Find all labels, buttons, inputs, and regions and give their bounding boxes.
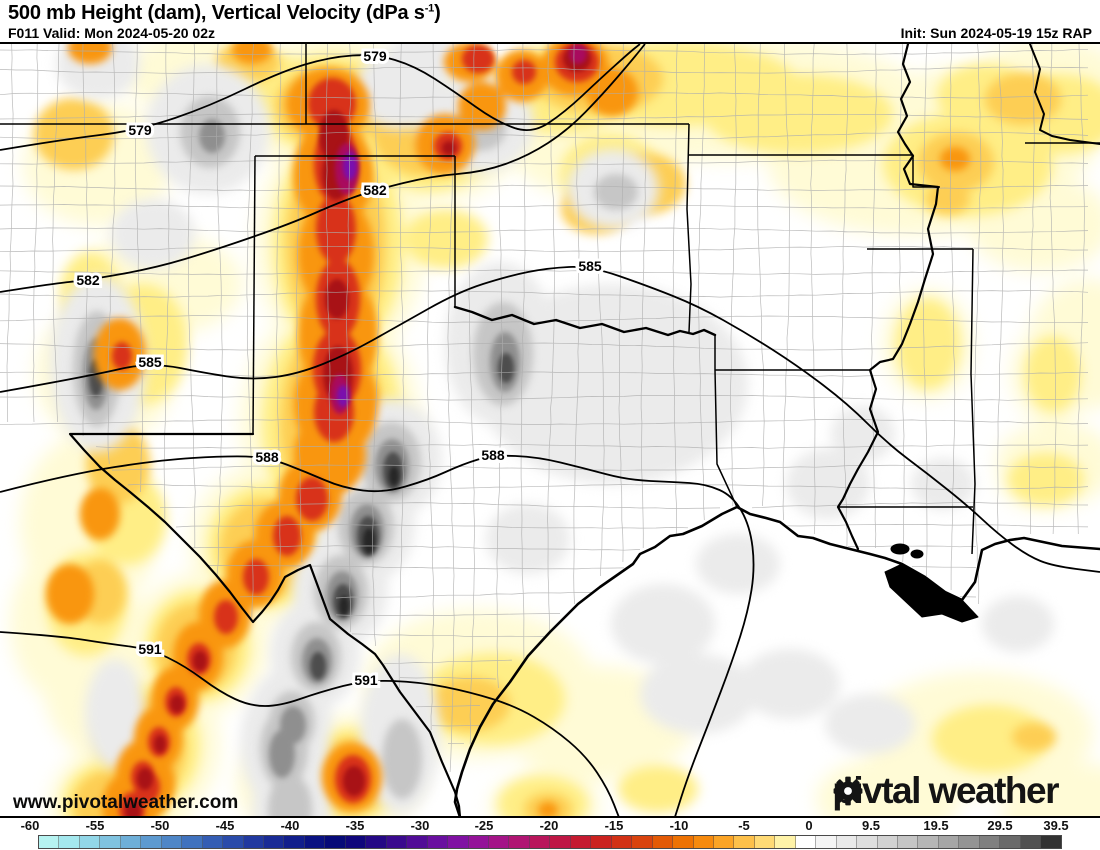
colorbar-cell: [100, 836, 121, 848]
colorbar-cell: [141, 836, 162, 848]
colorbar-cell: [366, 836, 387, 848]
forecast-valid-time: F011 Valid: Mon 2024-05-20 02z: [8, 25, 215, 41]
colorbar-cell: [509, 836, 530, 848]
colorbar-cell: [304, 836, 326, 848]
colorbar-cell: [632, 836, 653, 848]
colorbar-cell: [836, 836, 858, 848]
colorbar-cell: [693, 836, 714, 848]
height-contours: [0, 44, 1100, 816]
page-title: 500 mb Height (dam), Vertical Velocity (…: [8, 2, 441, 24]
colorbar-cell: [877, 836, 899, 848]
colorbar-tick: 39.5: [1043, 818, 1069, 833]
colorbar-tick-labels: -60 -55 -50 -45 -40 -35 -30 -25 -20 -15 -10 -5 0 9.5 1…: [0, 818, 1100, 834]
colorbar-tick: -35: [345, 818, 365, 833]
colorbar-cell: [448, 836, 469, 848]
vv-shading-layer: [337, 152, 357, 407]
colorbar-tick: -20: [539, 818, 559, 833]
colorbar-cell: [816, 836, 837, 848]
colorbar-cell: [713, 836, 735, 848]
colorbar-cell: [488, 836, 510, 848]
colorbar-cell: [407, 836, 428, 848]
colorbar-cell: [529, 836, 551, 848]
colorbar-cell: [570, 836, 592, 848]
colorbar-cell: [386, 836, 408, 848]
colorbar-tick: -25: [474, 818, 494, 833]
colorbar-tick: -30: [410, 818, 430, 833]
contour-label: 579: [363, 48, 387, 64]
colorbar-cell: [959, 836, 980, 848]
contour-label: 591: [354, 672, 378, 688]
colorbar-cell: [754, 836, 776, 848]
colorbar-tick: 29.5: [987, 818, 1013, 833]
colorbar-tick: 0: [805, 818, 813, 833]
colorbar-tick: -15: [604, 818, 624, 833]
colorbar-cell: [938, 836, 960, 848]
colorbar-cell: [795, 836, 817, 848]
colorbar-cell: [918, 836, 939, 848]
gear-icon: [833, 776, 863, 806]
colorbar-tick: -50: [150, 818, 170, 833]
colorbar-cell: [1000, 836, 1021, 848]
colorbar-tick: -55: [85, 818, 105, 833]
colorbar-cell: [468, 836, 489, 848]
colorbar-cell: [857, 836, 878, 848]
contour-label: 582: [76, 272, 100, 288]
colorbar: [38, 835, 1062, 849]
colorbar-tick: 9.5: [861, 818, 881, 833]
contour-label: 591: [138, 641, 162, 657]
contour-label: 585: [138, 354, 162, 370]
colorbar-cell: [550, 836, 571, 848]
colorbar-cell: [182, 836, 203, 848]
colorbar-cell: [325, 836, 346, 848]
colorbar-cell: [734, 836, 755, 848]
colorbar-tick: -5: [738, 818, 750, 833]
colorbar-cell: [1020, 836, 1042, 848]
colorbar-cell: [591, 836, 612, 848]
colorbar-tick: -45: [215, 818, 235, 833]
rivers-and-coastline: [68, 44, 1100, 816]
contour-label: 588: [481, 447, 505, 463]
colorbar-cell: [39, 836, 60, 848]
colorbar-cell: [652, 836, 674, 848]
title-superscript: -1: [424, 2, 435, 15]
colorbar-tick: -40: [280, 818, 300, 833]
map-canvas: 579 579 582 582 585 585 588 588 591 591 www.pivot…: [0, 42, 1100, 818]
colorbar-cell: [979, 836, 1001, 848]
colorbar-tick: 19.5: [923, 818, 949, 833]
colorbar-cell: [284, 836, 305, 848]
contour-label: 579: [128, 122, 152, 138]
colorbar-cell: [427, 836, 449, 848]
colorbar-cell: [223, 836, 244, 848]
colorbar-cell: [202, 836, 224, 848]
model-init-time: Init: Sun 2024-05-19 15z RAP: [900, 25, 1092, 41]
colorbar-cell: [898, 836, 919, 848]
colorbar-cell: [673, 836, 694, 848]
contour-label: 582: [363, 182, 387, 198]
contour-labels: 579 579 582 582 585 585 588 588 591 591: [73, 45, 605, 691]
colorbar-cell: [59, 836, 80, 848]
watermark: www.pivotalweather.com: [13, 792, 239, 813]
weather-map-graphic: 579 579 582 582 585 585 588 588 591 591: [0, 44, 1100, 816]
colorbar-cell: [243, 836, 264, 848]
colorbar-cell: [120, 836, 142, 848]
colorbar-tick: -60: [20, 818, 40, 833]
colorbar-tick: -10: [669, 818, 689, 833]
colorbar-cell: [161, 836, 183, 848]
colorbar-cell: [1041, 836, 1061, 848]
pivotal-weather-logo: piv tal weather: [832, 770, 1059, 812]
colorbar-cell: [263, 836, 285, 848]
colorbar-cell: [79, 836, 101, 848]
colorbar-cell: [611, 836, 633, 848]
colorbar-cell: [775, 836, 796, 848]
vv-shading-layer: [339, 466, 399, 616]
logo-text-right: tal weather: [881, 770, 1059, 811]
contour-label: 588: [255, 449, 279, 465]
contour-label: 585: [578, 258, 602, 274]
colorbar-cell: [345, 836, 367, 848]
